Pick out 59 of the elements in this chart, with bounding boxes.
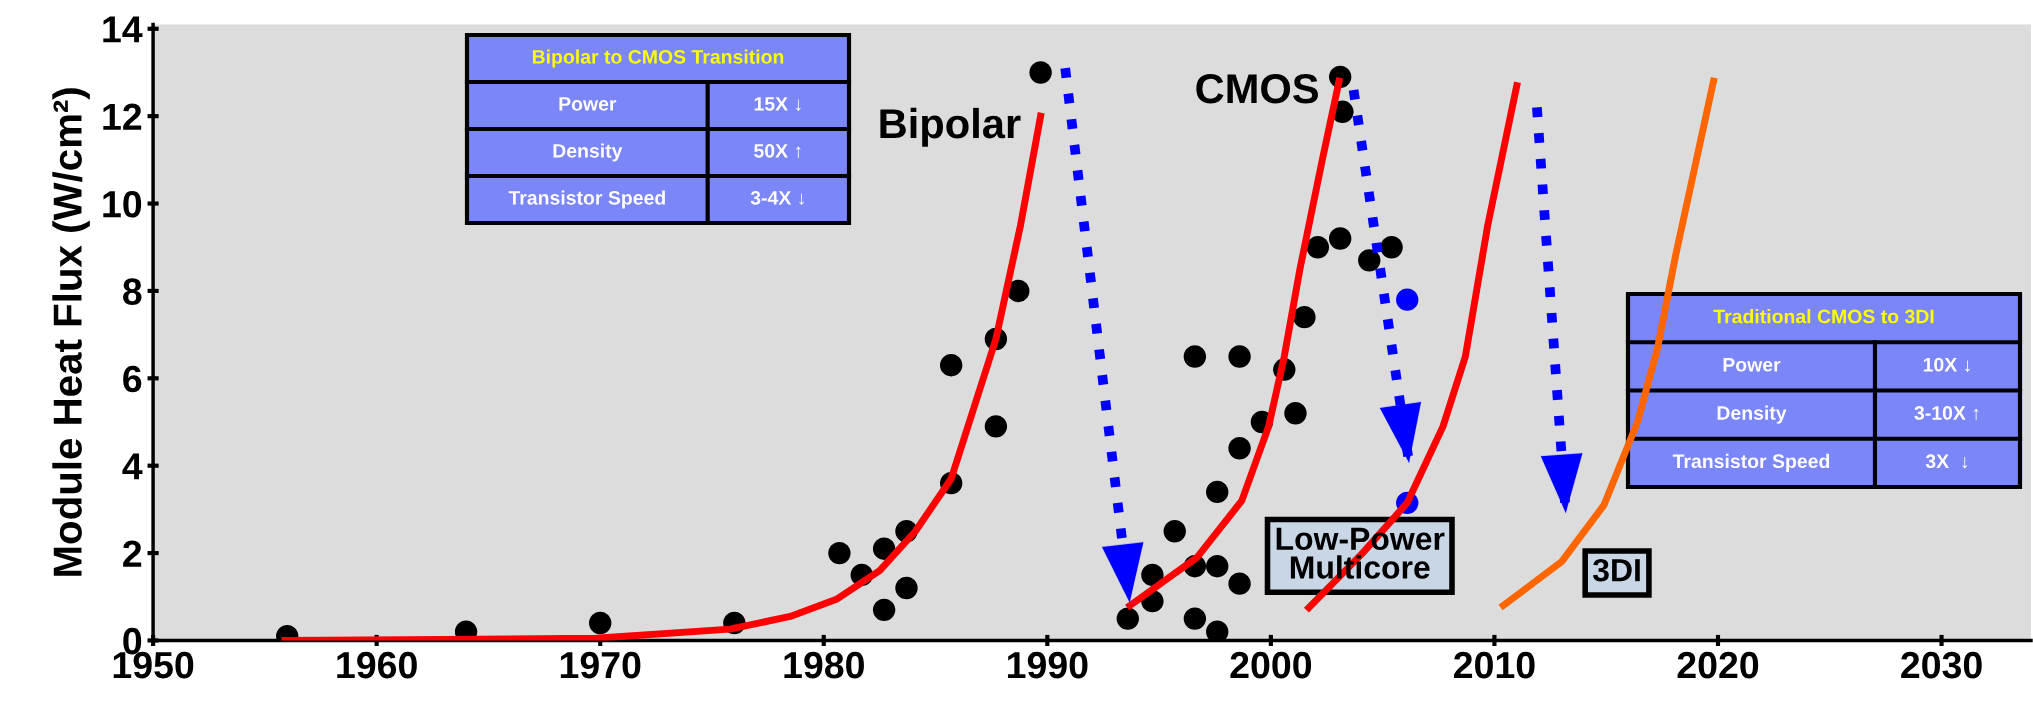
point: [939, 354, 963, 377]
x-tick-label: 2030: [1901, 651, 1982, 679]
y-tick-label: 10: [103, 190, 142, 218]
point: [895, 576, 918, 600]
y-tick-label: 2: [123, 540, 142, 567]
annotation: 10X ↓: [1923, 357, 1970, 372]
point: [1358, 249, 1381, 272]
point: [1228, 437, 1251, 460]
point: [1163, 520, 1186, 543]
x-tick-label: 2000: [1230, 651, 1312, 679]
annotation: Density: [1717, 405, 1787, 424]
annotation: Transistor Speed: [1672, 453, 1830, 472]
point: [1183, 607, 1207, 630]
y-tick-label: 4: [122, 453, 143, 480]
y-tick-label: 14: [103, 16, 143, 43]
annotation: 3-4X ↓: [750, 190, 804, 206]
point: [1228, 345, 1251, 368]
y-axis-title: Module Heat Flux (W/cm²): [52, 88, 90, 576]
annotation: Power: [559, 97, 617, 111]
y-tick-label: 6: [123, 365, 142, 393]
x-tick-label: 1960: [337, 651, 417, 679]
annotation: Power: [1723, 358, 1781, 372]
point: [1293, 305, 1316, 329]
point: [1228, 572, 1251, 595]
point: [1206, 620, 1229, 641]
y-tick-label: 8: [123, 278, 142, 305]
point: [1116, 607, 1139, 630]
annotation: Transistor Speed: [508, 190, 665, 209]
point: [1306, 236, 1330, 259]
annotation: Bipolar to CMOS Transition: [532, 49, 784, 68]
point: [1396, 288, 1419, 311]
x-tick-label: 1970: [560, 651, 641, 679]
point: [1206, 554, 1229, 578]
point: [872, 598, 896, 622]
x-tick-label: 1990: [1007, 651, 1088, 679]
x-tick-label: 2020: [1677, 651, 1759, 679]
point: [1206, 480, 1229, 504]
point: [1007, 279, 1030, 303]
annotation: Bipolar: [880, 107, 1021, 147]
annotation: CMOS: [1196, 74, 1318, 104]
x-tick-label: 2010: [1454, 651, 1535, 679]
annotation: Traditional CMOS to 3DI: [1713, 309, 1934, 324]
point: [1284, 402, 1307, 425]
point: [828, 541, 851, 565]
annotation: 3DI: [1592, 558, 1640, 582]
point: [1328, 227, 1352, 250]
point: [1380, 236, 1403, 259]
annotation: Density: [553, 143, 623, 162]
x-tick-label: 1980: [784, 651, 864, 679]
y-tick-label: 12: [103, 103, 142, 130]
point: [589, 611, 612, 635]
point: [1029, 61, 1052, 84]
point: [1141, 563, 1164, 587]
annotation: 15X ↓: [754, 97, 801, 112]
point: [984, 415, 1008, 438]
annotation: 50X ↑: [754, 143, 801, 159]
annotation: 3X ↓: [1925, 454, 1968, 469]
point: [1183, 345, 1207, 368]
annotation: 3-10X ↑: [1914, 406, 1979, 421]
